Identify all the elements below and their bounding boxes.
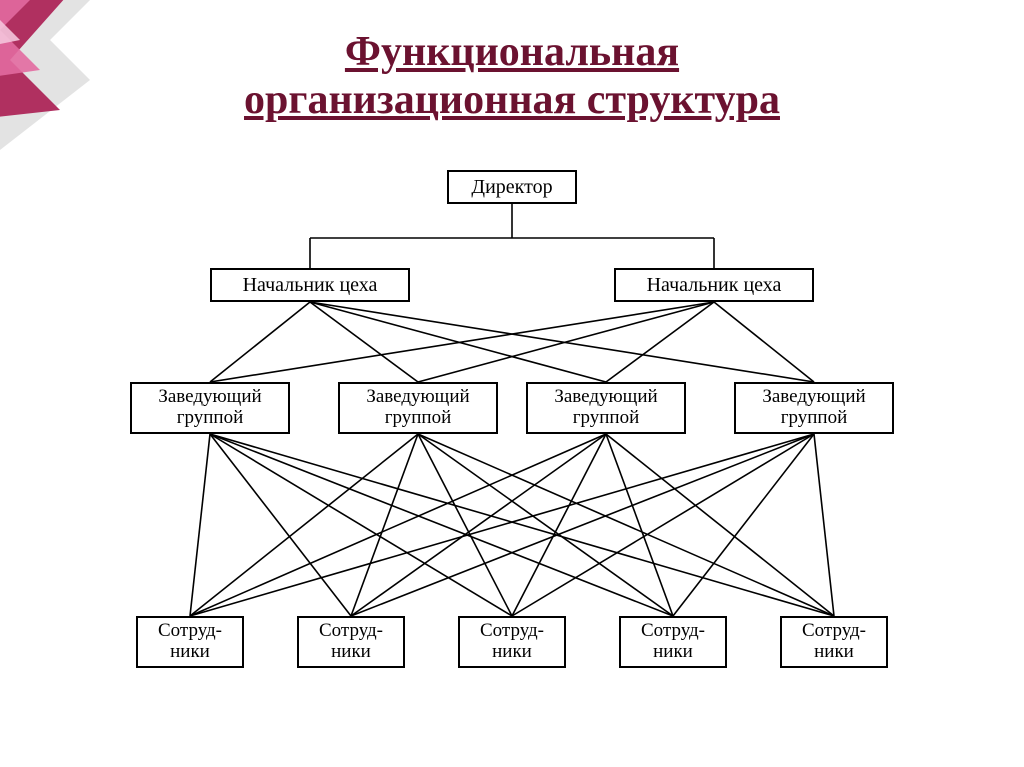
node-g3: Заведующий группой [526,382,686,434]
node-s4: Сотруд- ники [619,616,727,668]
title-line-1: Функциональная [345,29,679,75]
node-chA: Начальник цеха [210,268,410,302]
node-g2: Заведующий группой [338,382,498,434]
node-s3: Сотруд- ники [458,616,566,668]
node-s5: Сотруд- ники [780,616,888,668]
node-s1: Сотруд- ники [136,616,244,668]
node-chB: Начальник цеха [614,268,814,302]
node-g4: Заведующий группой [734,382,894,434]
org-chart: Директор Начальник цеха Начальник цеха Заве… [90,160,934,720]
node-s2: Сотруд- ники [297,616,405,668]
title-line-2: организационная структура [244,77,780,123]
slide-title: Функциональная организационная структура [0,28,1024,125]
node-g1: Заведующий группой [130,382,290,434]
node-dir: Директор [447,170,577,204]
